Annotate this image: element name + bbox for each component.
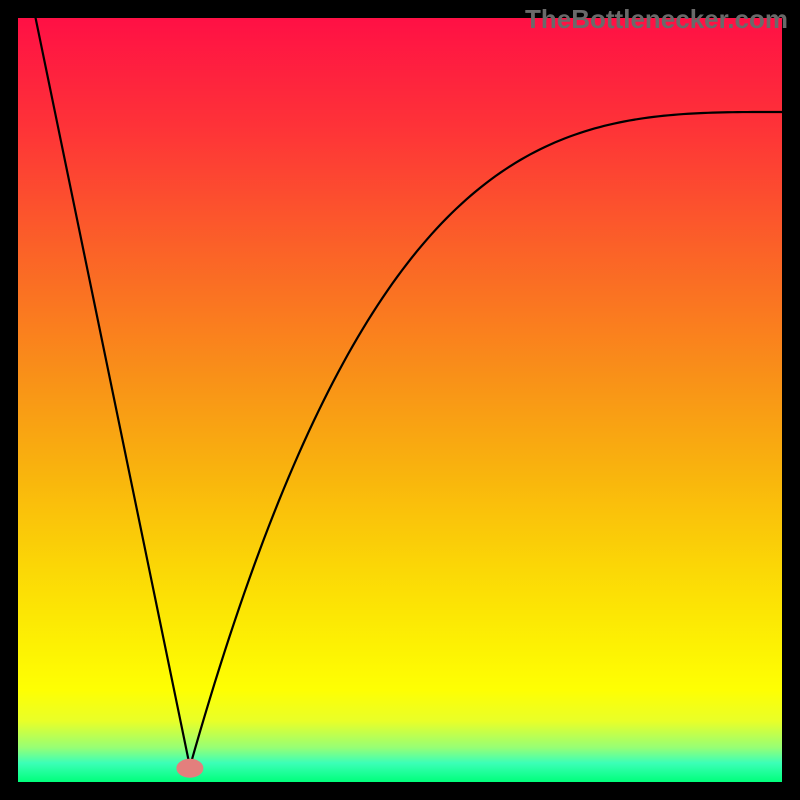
chart-svg <box>0 0 800 800</box>
watermark-text: TheBottlenecker.com <box>525 4 788 35</box>
minimum-marker <box>177 759 203 777</box>
plot-background <box>18 18 782 782</box>
bottleneck-chart: TheBottlenecker.com <box>0 0 800 800</box>
